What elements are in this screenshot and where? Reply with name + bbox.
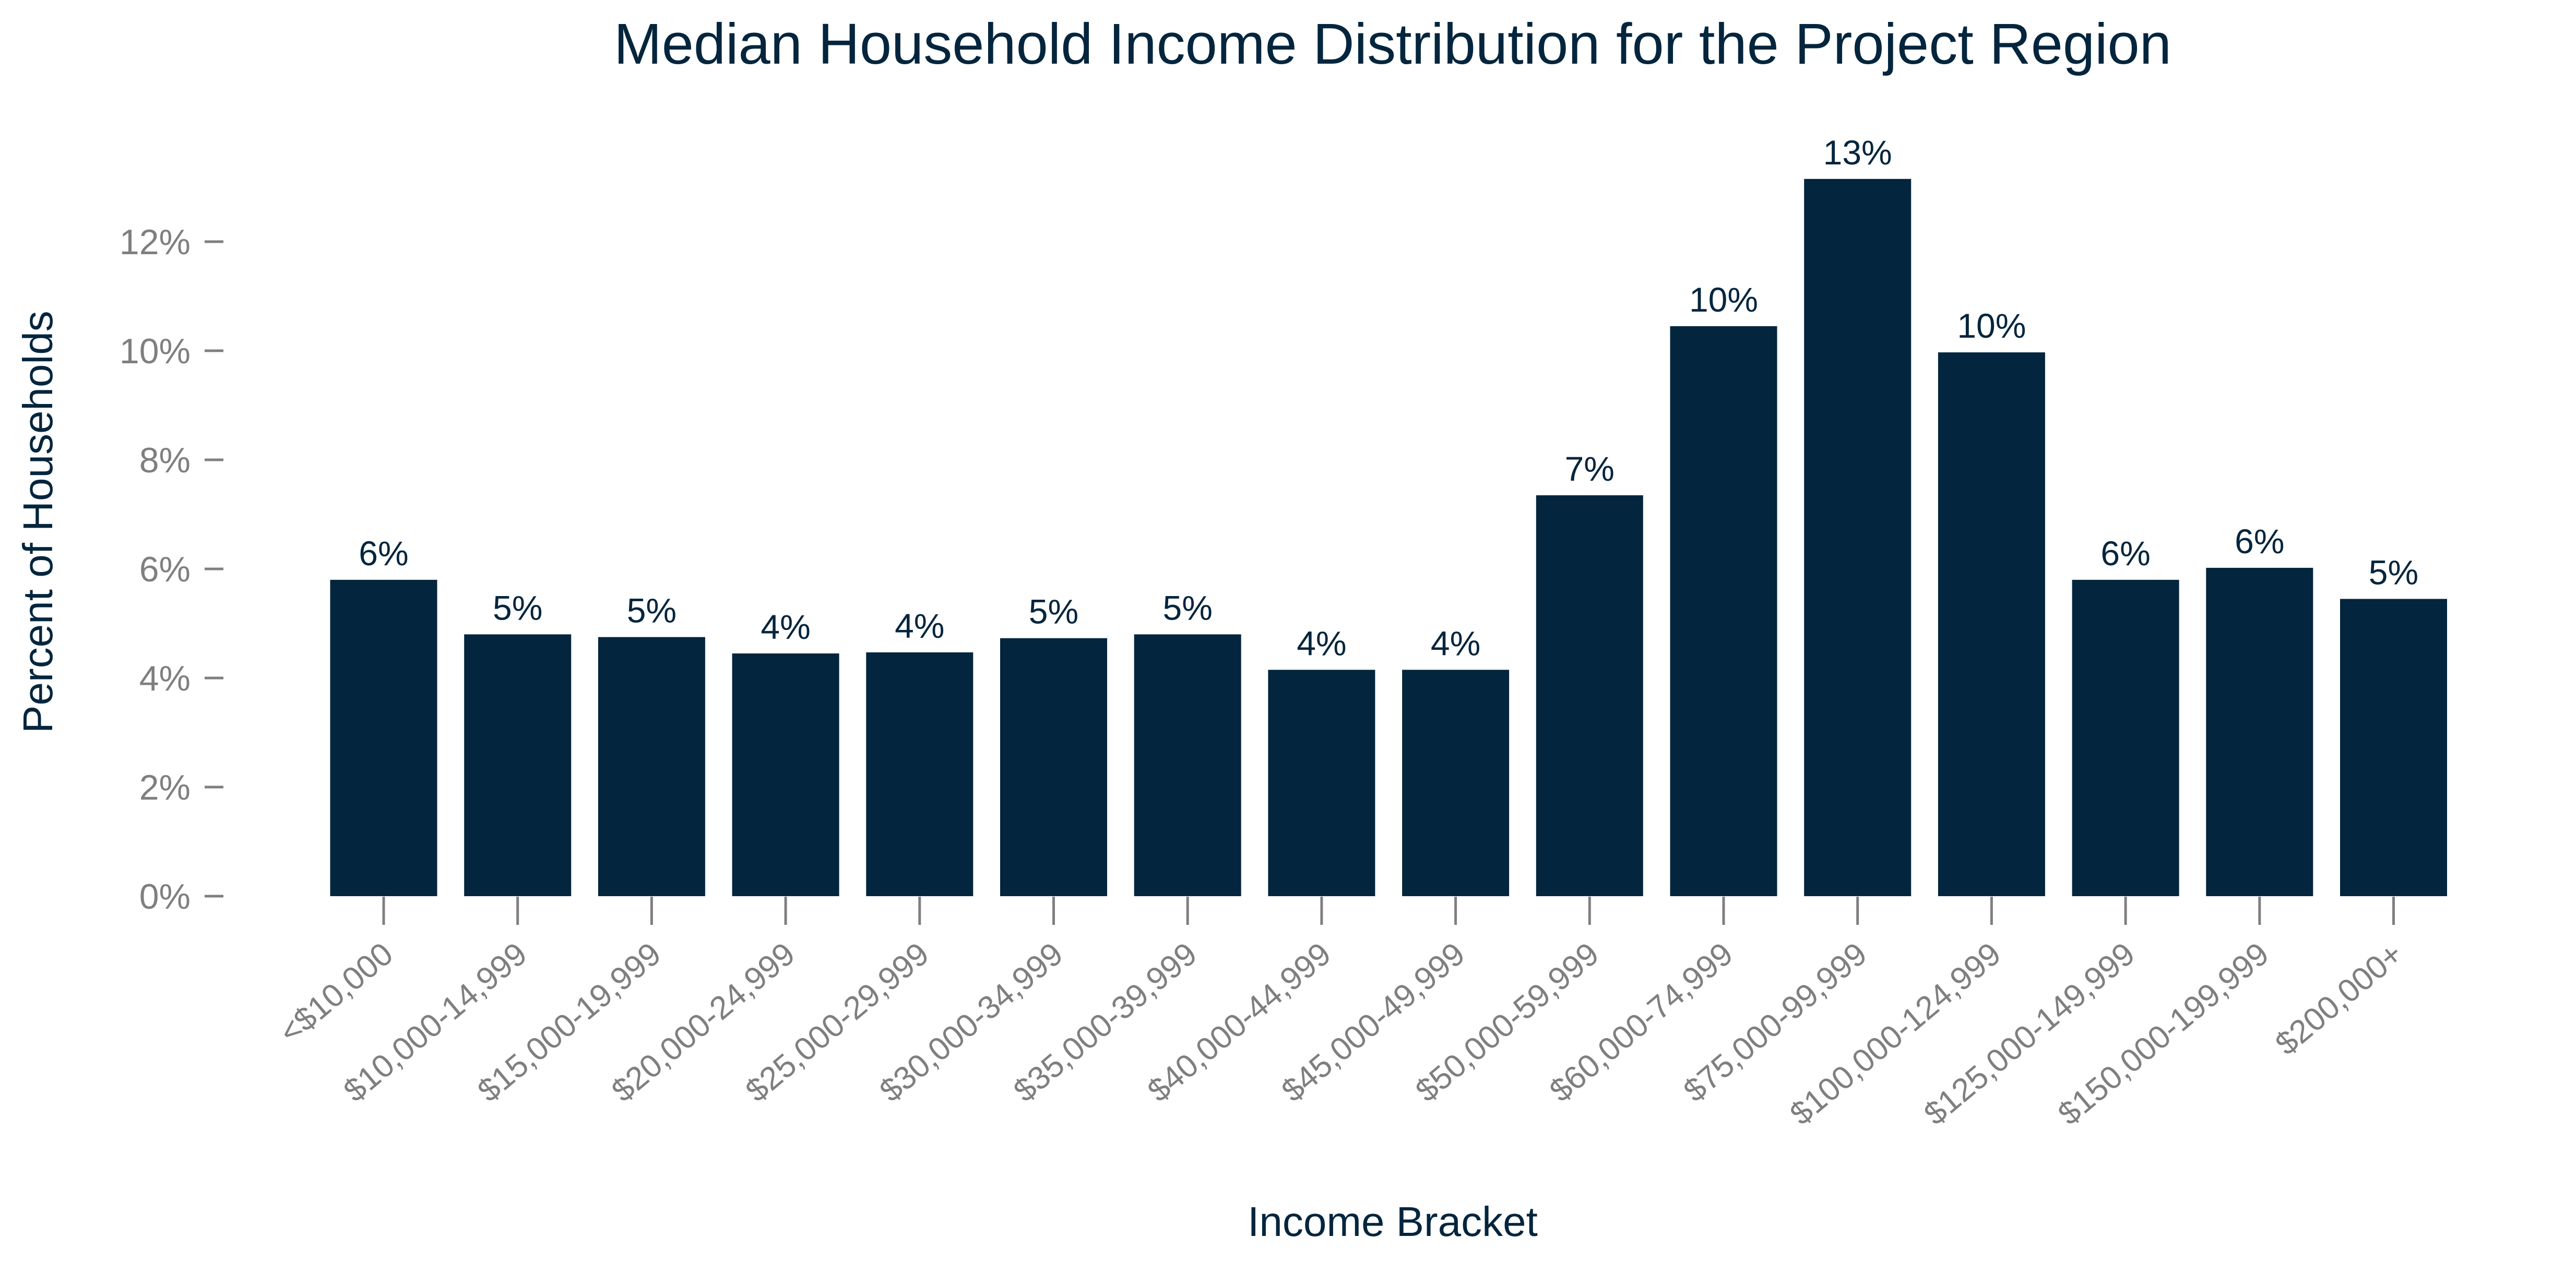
bar <box>2206 567 2313 896</box>
bar-data-label: 5% <box>2369 553 2418 591</box>
y-tick-label: 0% <box>139 877 191 917</box>
chart-title: Median Household Income Distribution for… <box>614 12 2171 76</box>
y-tick-label: 12% <box>120 222 191 262</box>
bar <box>1804 179 1912 897</box>
x-axis: <$10,000$10,000-14,999$15,000-19,999$20,… <box>272 897 2409 1132</box>
bar <box>598 637 705 896</box>
bar <box>1134 634 1241 896</box>
y-tick-label: 2% <box>139 768 191 807</box>
bar-data-label: 13% <box>1823 133 1892 172</box>
bar-data-label: 5% <box>627 591 676 630</box>
bar <box>330 579 437 896</box>
bar-data-label: 10% <box>1957 306 2026 345</box>
x-axis-label: Income Bracket <box>1248 1198 1538 1245</box>
bar <box>2072 579 2179 896</box>
bar-data-label: 5% <box>493 588 542 627</box>
bar-data-label: 6% <box>2100 534 2150 573</box>
bar <box>464 634 572 896</box>
bar-data-label: 5% <box>1163 588 1213 627</box>
y-axis-label: Percent of Households <box>15 311 61 733</box>
bar-data-label: 7% <box>1565 449 1615 488</box>
bar <box>1402 670 1510 896</box>
bar <box>2340 599 2447 896</box>
bar-data-label: 4% <box>761 608 810 646</box>
x-tick-label: $200,000+ <box>2269 936 2409 1062</box>
bar-data-label: 10% <box>1689 280 1758 319</box>
bar <box>866 652 974 896</box>
bar <box>1268 670 1375 896</box>
bar-data-label: 6% <box>359 534 408 573</box>
bar-data-label: 4% <box>1431 624 1480 662</box>
bar <box>1000 638 1107 896</box>
y-tick-label: 10% <box>120 331 191 371</box>
y-tick-label: 4% <box>139 659 191 698</box>
bar <box>1536 495 1643 896</box>
bar-series: 6% 5% 5% 4% 4% 5% 5% 4% 4% 7% 10% 13% 10% 6% 6% 5% <box>330 133 2447 897</box>
y-tick-label: 8% <box>139 441 191 480</box>
x-tick-label: <$10,000 <box>272 936 400 1051</box>
bar <box>1670 326 1777 896</box>
bar <box>732 653 839 896</box>
bar-data-label: 6% <box>2235 522 2284 561</box>
bar-data-label: 4% <box>895 606 944 645</box>
bar-data-label: 5% <box>1029 592 1078 631</box>
bar-data-label: 4% <box>1297 624 1346 662</box>
bar <box>1938 352 2045 896</box>
y-axis: 0% 2% 4% 6% 8% 10% 12% <box>120 222 223 917</box>
y-tick-label: 6% <box>139 550 191 589</box>
